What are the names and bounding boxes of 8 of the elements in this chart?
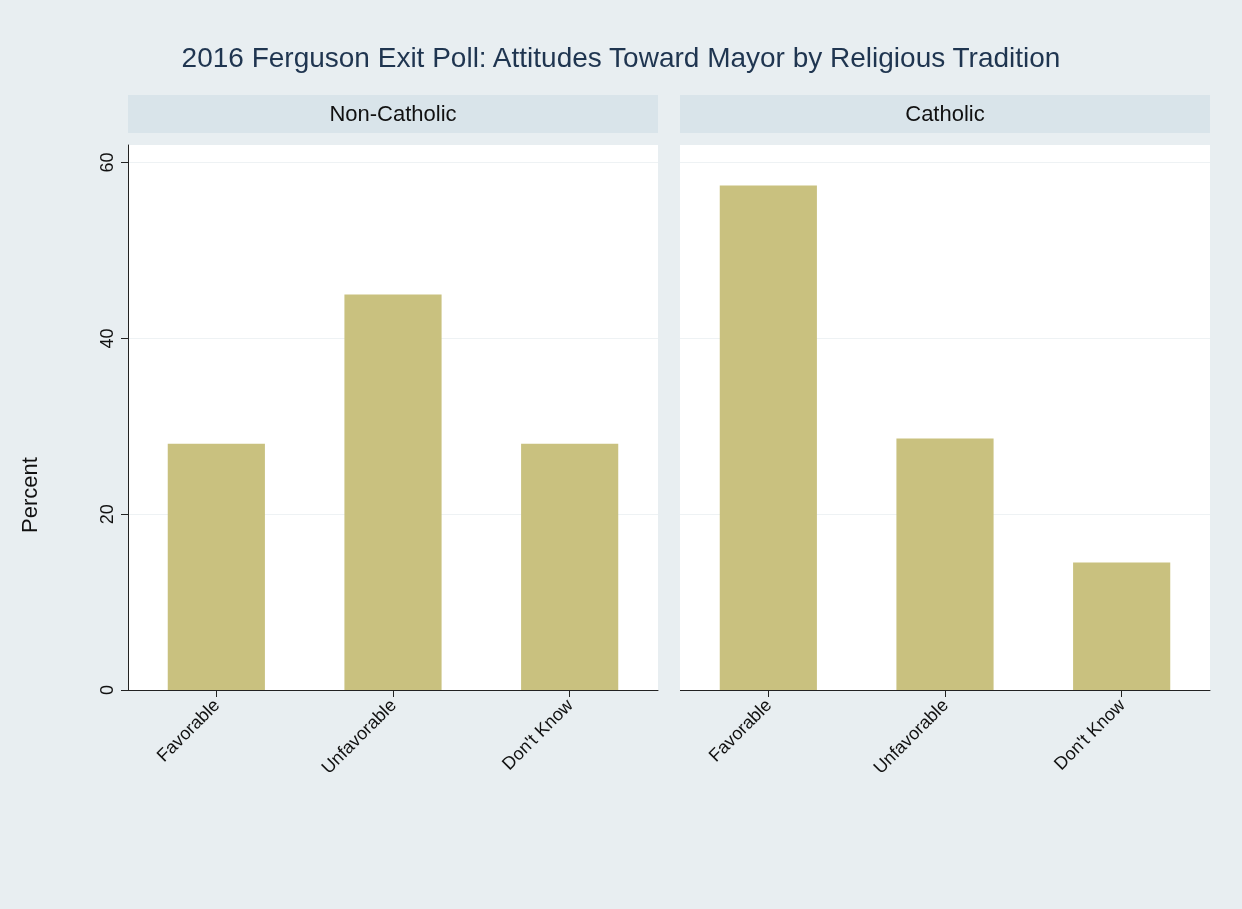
chart-subtitle: Non-Catholic	[128, 95, 658, 133]
y-tick-label: 60	[97, 152, 117, 173]
chart-subtitle: Catholic	[680, 95, 1210, 133]
y-tick-label: 0	[97, 684, 117, 696]
y-tick-label: 40	[97, 328, 117, 349]
y-axis-title: Percent	[17, 457, 43, 533]
y-tick-label: 20	[97, 504, 117, 525]
chart-title: 2016 Ferguson Exit Poll: Attitudes Toward Mayor by Religious Tradition	[180, 42, 1062, 74]
